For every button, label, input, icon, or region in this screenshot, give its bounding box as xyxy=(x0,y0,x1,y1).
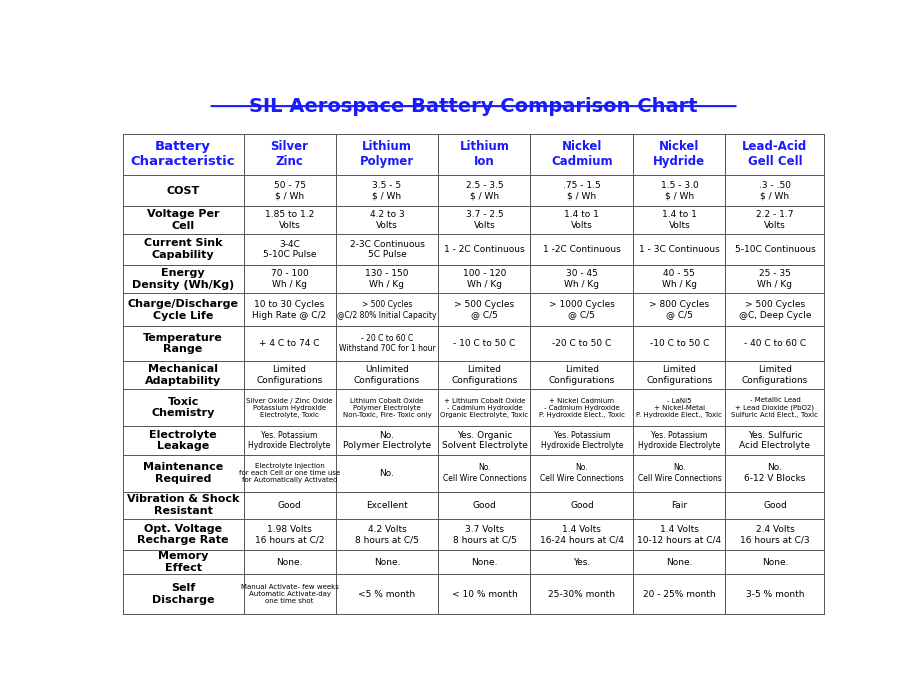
Text: Fair: Fair xyxy=(672,501,687,510)
Text: Limited
Configurations: Limited Configurations xyxy=(451,365,517,385)
Text: 30 - 45
Wh / Kg: 30 - 45 Wh / Kg xyxy=(565,270,600,289)
Text: - 40 C to 60 C: - 40 C to 60 C xyxy=(744,339,806,348)
Text: No.
Cell Wire Connections: No. Cell Wire Connections xyxy=(443,464,527,483)
Text: COST: COST xyxy=(166,186,200,195)
Text: > 1000 Cycles
@ C/5: > 1000 Cycles @ C/5 xyxy=(549,300,614,319)
Text: > 500 Cycles
@C/2 80% Initial Capacity: > 500 Cycles @C/2 80% Initial Capacity xyxy=(337,300,437,319)
Text: Yes. Sulfuric
Acid Electrolyte: Yes. Sulfuric Acid Electrolyte xyxy=(739,430,810,450)
Text: Silver
Zinc: Silver Zinc xyxy=(271,141,309,168)
Text: 1.5 - 3.0
$ / Wh: 1.5 - 3.0 $ / Wh xyxy=(661,181,699,200)
Text: Yes. Potassium
Hydroxide Electrolyte: Yes. Potassium Hydroxide Electrolyte xyxy=(541,430,623,450)
Text: None.: None. xyxy=(276,558,303,567)
Text: Manual Activate- few weeks
Automatic Activate-day
one time shot: Manual Activate- few weeks Automatic Act… xyxy=(240,584,338,604)
Text: Lithium
Ion: Lithium Ion xyxy=(459,141,509,168)
Text: Electrolyte Injection
for each Cell or one time use
for Automatically Activated: Electrolyte Injection for each Cell or o… xyxy=(239,463,340,483)
Text: 3.7 - 2.5
Volts: 3.7 - 2.5 Volts xyxy=(466,210,504,229)
Text: No.
Polymer Electrolyte: No. Polymer Electrolyte xyxy=(343,430,432,450)
Text: Mechanical
Adaptability: Mechanical Adaptability xyxy=(145,364,221,385)
Text: Yes. Potassium
Hydroxide Electrolyte: Yes. Potassium Hydroxide Electrolyte xyxy=(249,430,331,450)
Text: No.
6-12 V Blocks: No. 6-12 V Blocks xyxy=(744,464,806,483)
Text: + 4 C to 74 C: + 4 C to 74 C xyxy=(260,339,320,348)
Text: > 500 Cycles
@ C/5: > 500 Cycles @ C/5 xyxy=(455,300,515,319)
Text: Good: Good xyxy=(472,501,496,510)
Text: - LaNi5
+ Nickel-Metal
P. Hydroxide Elect., Toxic: - LaNi5 + Nickel-Metal P. Hydroxide Elec… xyxy=(637,398,723,418)
Text: SIL Aerospace Battery Comparison Chart: SIL Aerospace Battery Comparison Chart xyxy=(249,96,698,116)
Text: - 10 C to 50 C: - 10 C to 50 C xyxy=(454,339,516,348)
Text: Limited
Configurations: Limited Configurations xyxy=(646,365,712,385)
Text: Electrolyte
Leakage: Electrolyte Leakage xyxy=(150,430,217,451)
Text: .3 - .50
$ / Wh: .3 - .50 $ / Wh xyxy=(759,181,791,200)
Text: No.: No. xyxy=(380,468,395,477)
Text: Vibration & Shock
Resistant: Vibration & Shock Resistant xyxy=(127,495,239,516)
Text: Yes. Potassium
Hydroxide Electrolyte: Yes. Potassium Hydroxide Electrolyte xyxy=(638,430,721,450)
Text: 70 - 100
Wh / Kg: 70 - 100 Wh / Kg xyxy=(271,270,309,289)
Text: None.: None. xyxy=(471,558,498,567)
Text: Lithium Cobalt Oxide
Polymer Electrolyte
Non-Toxic, Fire- Toxic only: Lithium Cobalt Oxide Polymer Electrolyte… xyxy=(343,398,432,418)
Text: Nickel
Cadmium: Nickel Cadmium xyxy=(551,141,613,168)
Text: Limited
Configurations: Limited Configurations xyxy=(742,365,808,385)
Text: 25-30% month: 25-30% month xyxy=(549,590,615,599)
Text: 2.2 - 1.7
Volts: 2.2 - 1.7 Volts xyxy=(756,210,794,229)
Text: 3.7 Volts
8 hours at C/5: 3.7 Volts 8 hours at C/5 xyxy=(453,525,517,544)
Text: 10 to 30 Cycles
High Rate @ C/2: 10 to 30 Cycles High Rate @ C/2 xyxy=(252,300,326,319)
Text: 1 - 3C Continuous: 1 - 3C Continuous xyxy=(639,245,720,254)
Text: Limited
Configurations: Limited Configurations xyxy=(549,365,615,385)
Text: 1 - 2C Continuous: 1 - 2C Continuous xyxy=(444,245,525,254)
Text: Current Sink
Capability: Current Sink Capability xyxy=(144,238,223,260)
Text: 50 - 75
$ / Wh: 50 - 75 $ / Wh xyxy=(274,181,306,200)
Text: None.: None. xyxy=(666,558,693,567)
Text: 2.4 Volts
16 hours at C/3: 2.4 Volts 16 hours at C/3 xyxy=(740,525,809,544)
Text: 100 - 120
Wh / Kg: 100 - 120 Wh / Kg xyxy=(463,270,506,289)
Text: 130 - 150
Wh / Kg: 130 - 150 Wh / Kg xyxy=(365,270,408,289)
Text: -20 C to 50 C: -20 C to 50 C xyxy=(553,339,612,348)
Text: Lithium
Polymer: Lithium Polymer xyxy=(359,141,414,168)
Text: 3-5 % month: 3-5 % month xyxy=(746,590,804,599)
Text: < 10 % month: < 10 % month xyxy=(452,590,517,599)
Text: 20 - 25% month: 20 - 25% month xyxy=(643,590,716,599)
Text: - Metallic Lead
+ Lead Dioxide (PbO2)
Sulfuric Acid Elect., Toxic: - Metallic Lead + Lead Dioxide (PbO2) Su… xyxy=(732,397,819,418)
Text: Self
Discharge: Self Discharge xyxy=(152,584,214,605)
Text: 4.2 Volts
8 hours at C/5: 4.2 Volts 8 hours at C/5 xyxy=(355,525,419,544)
Text: 1.4 Volts
16-24 hours at C/4: 1.4 Volts 16-24 hours at C/4 xyxy=(540,525,624,544)
Text: Nickel
Hydride: Nickel Hydride xyxy=(653,141,705,168)
Text: > 800 Cycles
@ C/5: > 800 Cycles @ C/5 xyxy=(650,300,710,319)
Text: Good: Good xyxy=(277,501,301,510)
Text: None.: None. xyxy=(761,558,788,567)
Text: 5-10C Continuous: 5-10C Continuous xyxy=(735,245,815,254)
Text: + Lithium Cobalt Oxide
- Cadmium Hydroxide
Organic Electrolyte, Toxic: + Lithium Cobalt Oxide - Cadmium Hydroxi… xyxy=(441,398,529,418)
Text: Opt. Voltage
Recharge Rate: Opt. Voltage Recharge Rate xyxy=(138,524,229,545)
Text: Charge/Discharge
Cycle Life: Charge/Discharge Cycle Life xyxy=(128,299,238,321)
Text: -10 C to 50 C: -10 C to 50 C xyxy=(650,339,709,348)
Text: - 20 C to 60 C
Withstand 70C for 1 hour: - 20 C to 60 C Withstand 70C for 1 hour xyxy=(338,334,435,353)
Text: 25 - 35
Wh / Kg: 25 - 35 Wh / Kg xyxy=(758,270,793,289)
Text: Yes. Organic
Solvent Electrolyte: Yes. Organic Solvent Electrolyte xyxy=(442,430,528,450)
Text: + Nickel Cadmium
- Cadmium Hydroxide
P. Hydroxide Elect., Toxic: + Nickel Cadmium - Cadmium Hydroxide P. … xyxy=(539,398,625,418)
Text: Toxic
Chemistry: Toxic Chemistry xyxy=(152,397,214,419)
Text: Yes.: Yes. xyxy=(573,558,590,567)
Text: Lead-Acid
Gell Cell: Lead-Acid Gell Cell xyxy=(742,141,808,168)
Text: <5 % month: <5 % month xyxy=(359,590,416,599)
Text: 1 -2C Continuous: 1 -2C Continuous xyxy=(543,245,621,254)
Text: None.: None. xyxy=(373,558,400,567)
Text: Maintenance
Required: Maintenance Required xyxy=(143,462,224,484)
Text: Temperature
Range: Temperature Range xyxy=(143,333,223,354)
Text: Battery
Characteristic: Battery Characteristic xyxy=(131,141,236,168)
Text: 1.98 Volts
16 hours at C/2: 1.98 Volts 16 hours at C/2 xyxy=(255,525,324,544)
Text: 40 - 55
Wh / Kg: 40 - 55 Wh / Kg xyxy=(662,270,697,289)
Text: 1.4 to 1
Volts: 1.4 to 1 Volts xyxy=(565,210,600,229)
Text: No.
Cell Wire Connections: No. Cell Wire Connections xyxy=(540,464,624,483)
Text: 1.4 Volts
10-12 hours at C/4: 1.4 Volts 10-12 hours at C/4 xyxy=(638,525,722,544)
Text: 1.4 to 1
Volts: 1.4 to 1 Volts xyxy=(662,210,697,229)
Text: > 500 Cycles
@C, Deep Cycle: > 500 Cycles @C, Deep Cycle xyxy=(738,300,811,319)
Text: Good: Good xyxy=(570,501,594,510)
Text: Silver Oxide / Zinc Oxide
Potassium Hydroxide
Electrolyte, Toxic: Silver Oxide / Zinc Oxide Potassium Hydr… xyxy=(247,398,333,418)
Text: 3.5 - 5
$ / Wh: 3.5 - 5 $ / Wh xyxy=(372,181,402,200)
Text: 2.5 - 3.5
$ / Wh: 2.5 - 3.5 $ / Wh xyxy=(466,181,504,200)
Text: 2-3C Continuous
5C Pulse: 2-3C Continuous 5C Pulse xyxy=(349,240,424,259)
Text: Memory
Effect: Memory Effect xyxy=(158,552,208,573)
Text: Good: Good xyxy=(763,501,787,510)
Text: Energy
Density (Wh/Kg): Energy Density (Wh/Kg) xyxy=(132,268,234,290)
Text: Excellent: Excellent xyxy=(366,501,407,510)
Text: 3-4C
5-10C Pulse: 3-4C 5-10C Pulse xyxy=(262,240,316,259)
Text: 1.85 to 1.2
Volts: 1.85 to 1.2 Volts xyxy=(265,210,314,229)
